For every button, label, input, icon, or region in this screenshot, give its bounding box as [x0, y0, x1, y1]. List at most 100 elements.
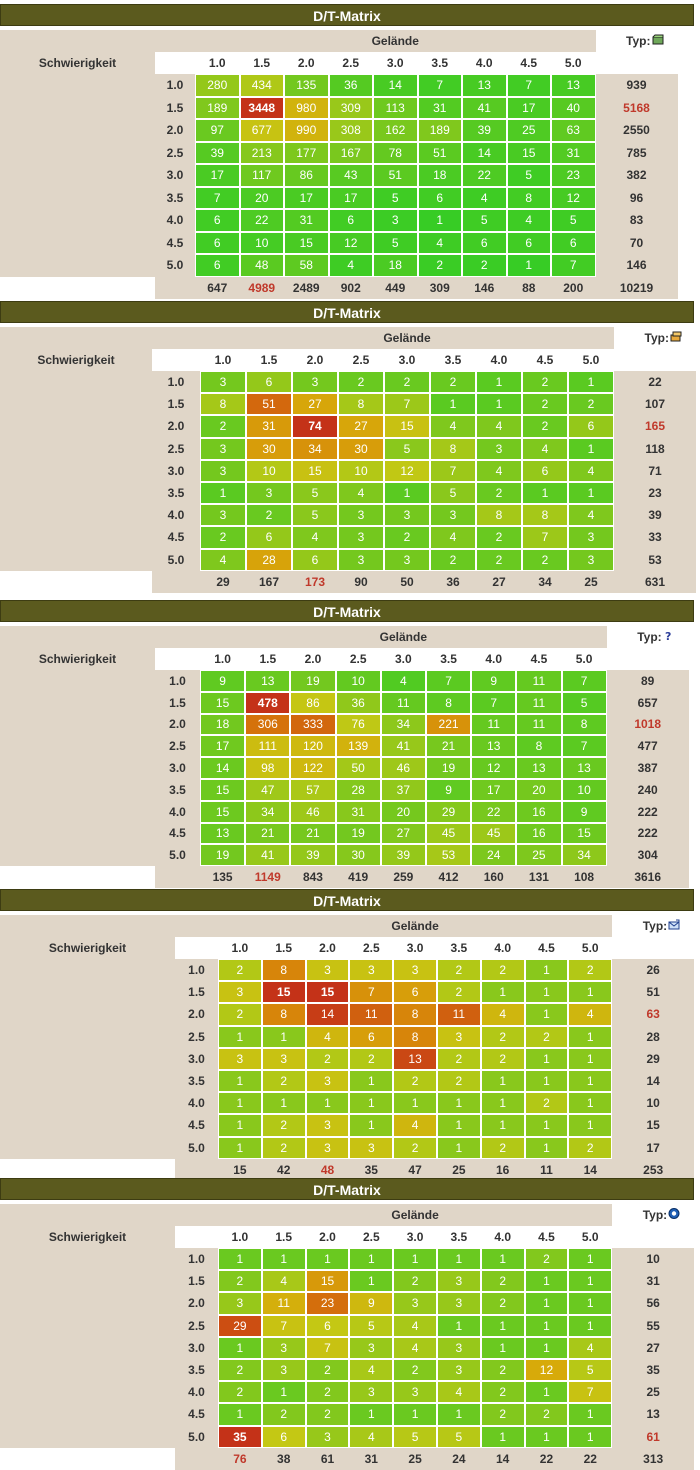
- matrix-cell: 4: [417, 231, 462, 254]
- matrix-cell: 5: [561, 691, 607, 714]
- matrix-cell: 4: [261, 1270, 306, 1293]
- matrix-cell: 16: [516, 822, 562, 845]
- difficulty-level-header: 2.5: [152, 437, 200, 460]
- matrix-cell: 1: [218, 1136, 262, 1159]
- difficulty-level-header: 2.5: [155, 141, 195, 164]
- terrain-level-header: 1.5: [246, 349, 292, 371]
- matrix-cell: 30: [246, 437, 292, 460]
- matrix-cell: 3: [436, 1336, 481, 1359]
- terrain-level-header: 3.0: [384, 349, 430, 371]
- matrix-cell: 53: [425, 844, 472, 867]
- terrain-level-header: 1.5: [261, 937, 306, 959]
- matrix-cell: 2: [246, 504, 292, 527]
- matrix-cell: 1: [218, 1403, 262, 1426]
- terrain-level-header: 1.5: [261, 1226, 306, 1248]
- difficulty-level-header: 4.5: [155, 822, 200, 845]
- column-total: 843: [290, 866, 336, 889]
- column-total: 31: [349, 1447, 394, 1470]
- matrix-cell: 25: [506, 119, 551, 142]
- terrain-level-header: 2.5: [338, 349, 384, 371]
- grand-total: 631: [614, 570, 696, 593]
- difficulty-level-header: 4.5: [155, 231, 195, 254]
- matrix-cell: 2: [524, 1025, 569, 1048]
- matrix-cell: 1: [568, 1292, 613, 1315]
- matrix-cell: 1: [568, 1092, 613, 1115]
- matrix-cell: 4: [462, 186, 507, 209]
- matrix-cell: 2: [261, 1136, 306, 1159]
- difficulty-level-header: 1.5: [155, 96, 195, 119]
- row-total: 71: [614, 459, 696, 482]
- matrix-cell: 30: [338, 437, 384, 460]
- matrix-cell: 15: [506, 141, 551, 164]
- terrain-header-spacer: [175, 937, 218, 959]
- matrix-cell: 8: [393, 1025, 437, 1048]
- grand-total: 313: [612, 1447, 695, 1470]
- matrix-cell: 24: [471, 844, 517, 867]
- matrix-cell: 1: [349, 1069, 394, 1093]
- terrain-level-header: 1.0: [200, 349, 246, 371]
- row-total: 240: [606, 778, 689, 801]
- matrix-cell: 2: [200, 526, 246, 549]
- matrix-cell: 20: [239, 186, 284, 209]
- row-total: 10: [612, 1248, 695, 1271]
- row-total: 10: [612, 1092, 695, 1115]
- matrix-cell: 1: [568, 1270, 613, 1293]
- column-total: 14: [480, 1447, 525, 1470]
- terrain-level-header: 5.0: [568, 349, 614, 371]
- matrix-cell: 7: [522, 526, 568, 549]
- difficulty-level-header: 1.0: [175, 959, 218, 982]
- matrix-cell: 51: [246, 393, 292, 416]
- row-total: 14: [612, 1069, 695, 1093]
- matrix-cell: 34: [245, 800, 291, 823]
- difficulty-level-header: 2.0: [175, 1003, 218, 1026]
- terrain-level-header: 3.0: [393, 1226, 437, 1248]
- matrix-cell: 57: [290, 778, 336, 801]
- matrix-cell: 17: [195, 164, 240, 187]
- matrix-cell: 12: [384, 459, 430, 482]
- matrix-cell: 63: [551, 119, 596, 142]
- terrain-level-header: 2.5: [328, 52, 373, 74]
- matrix-cell: 3: [568, 548, 614, 571]
- matrix-cell: 15: [292, 459, 338, 482]
- matrix-cell: 1: [568, 1114, 613, 1137]
- matrix-cell: 2: [436, 1069, 481, 1093]
- matrix-cell: 5: [462, 209, 507, 232]
- matrix-cell: 28: [246, 548, 292, 571]
- matrix-cell: 6: [568, 415, 614, 438]
- matrix-cell: 7: [425, 670, 472, 692]
- matrix-cell: 1: [480, 981, 525, 1004]
- matrix-cell: 2: [200, 415, 246, 438]
- matrix-cell: 3: [338, 548, 384, 571]
- matrix-cell: 2: [349, 1047, 394, 1070]
- matrix-cell: 2: [393, 1136, 437, 1159]
- matrix-cell: 11: [349, 1003, 394, 1026]
- column-total: 135: [200, 866, 246, 889]
- matrix-cell: 21: [425, 735, 472, 758]
- difficulty-level-header: 2.0: [152, 415, 200, 438]
- matrix-cell: 14: [462, 141, 507, 164]
- difficulty-level-header: 2.5: [175, 1025, 218, 1048]
- matrix-cell: 13: [245, 670, 291, 692]
- matrix-cell: 13: [471, 735, 517, 758]
- column-total: 449: [373, 276, 418, 299]
- terrain-level-header: 3.5: [425, 648, 472, 670]
- difficulty-level-header: 2.5: [175, 1314, 218, 1337]
- type-label: Typ:?: [606, 626, 689, 670]
- column-total: 11: [524, 1158, 569, 1181]
- column-total: 259: [380, 866, 426, 889]
- matrix-cell: 98: [245, 757, 291, 779]
- column-total: 4989: [239, 276, 284, 299]
- matrix-cell: 15: [561, 822, 607, 845]
- difficulty-level-header: 4.0: [155, 209, 195, 232]
- matrix-cell: 39: [290, 844, 336, 867]
- matrix-cell: 2: [480, 1358, 525, 1382]
- row-total: 61: [612, 1425, 695, 1448]
- svg-text:?: ?: [665, 630, 671, 641]
- matrix-cell: 13: [551, 74, 596, 97]
- matrix-cell: 1: [522, 481, 568, 505]
- matrix-cell: 2: [524, 1248, 569, 1271]
- matrix-cell: 4: [430, 415, 476, 438]
- difficulty-level-header: 1.0: [152, 371, 200, 394]
- matrix-cell: 2: [480, 1025, 525, 1048]
- grand-total: 10219: [595, 276, 678, 299]
